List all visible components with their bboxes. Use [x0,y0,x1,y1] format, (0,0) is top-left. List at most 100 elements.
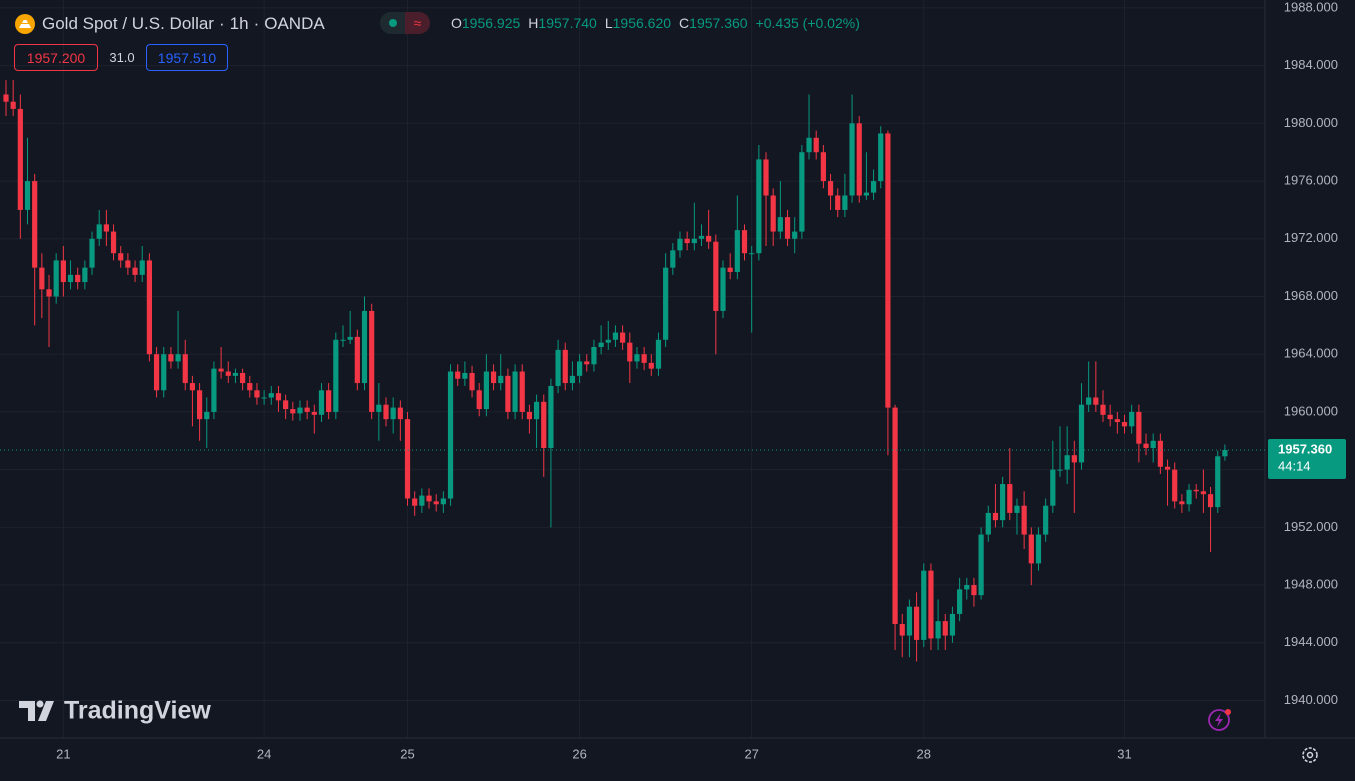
candle-body [347,336,353,340]
buy-box[interactable]: 1957.510 [146,44,228,71]
candle-body [691,238,697,244]
countdown: 44:14 [1278,458,1311,473]
y-tick-label: 1976.000 [1284,173,1338,188]
candle-body [1078,404,1085,463]
candle-body [835,195,841,210]
candle-body [627,342,633,362]
candle-body [756,159,762,254]
candle-body [1000,484,1006,521]
candle-body [218,368,224,372]
candle-body [569,375,576,384]
candle-body [706,235,712,242]
candle-body [562,349,568,384]
symbol-title: Gold Spot / U.S. Dollar · 1h · OANDA [42,14,325,33]
candle-body [132,267,138,275]
candle-body [1007,484,1013,513]
candle-body [60,260,66,283]
candle-body [856,123,862,196]
candle-body [799,152,805,232]
candle-body [1150,440,1156,448]
candle-body [168,354,174,362]
lightning-button[interactable] [1208,709,1231,731]
candle-body [598,342,604,347]
candle-body [118,253,124,261]
candle-body [412,498,418,506]
ohlc-key: C [679,15,690,31]
tradingview-logo: TradingView [19,697,211,725]
candle-body [110,231,117,254]
ohlc-value: 1957.740 [538,15,597,31]
gear-center [1306,751,1314,759]
candle-body [964,585,970,590]
logo-dot [36,700,44,708]
source: OANDA [264,14,325,33]
candle-body [455,371,461,379]
candle-body [211,368,217,412]
candle-body [670,250,676,268]
candle-body [240,372,246,384]
candle-body [440,498,446,505]
candle-body [605,339,611,343]
x-tick-label: 25 [400,746,414,761]
candle-body [39,267,45,290]
candle-body [1136,411,1142,444]
candle-body [196,390,203,420]
candle-body [820,152,826,182]
candle-body [433,501,439,505]
sell-box[interactable]: 1957.200 [14,44,98,71]
ohlc-item: H1957.740 [528,15,597,31]
gear [1302,747,1318,763]
candle-body [32,181,38,268]
logo-mark [19,701,35,721]
candle-body [3,94,9,102]
candle-body [1179,501,1185,505]
candle-body [512,371,518,412]
candle-body [591,346,597,365]
candle-body [648,362,654,369]
candle-body [361,310,368,384]
candle-body [584,361,590,365]
candle-body [663,267,669,340]
ohlc-value: 1956.620 [612,15,672,31]
y-tick-label: 1952.000 [1284,519,1338,534]
candle-body [404,419,411,499]
candle-body [1207,494,1214,508]
candle-body [318,390,325,415]
candle-body [921,570,927,640]
x-tick-label: 26 [572,746,586,761]
candle-body [1043,505,1049,535]
candle-body [397,407,403,420]
y-tick-label: 1980.000 [1284,115,1338,130]
settings-button[interactable] [1302,747,1318,763]
status-pill[interactable]: ≈ [380,12,430,34]
candle-body [1129,411,1135,427]
symbol-name: Gold Spot / U.S. Dollar [42,14,214,33]
ohlc-value: 1956.925 [461,15,521,31]
candle-body [1014,505,1020,513]
candle-body [713,241,719,311]
candle-body [577,361,583,376]
candle-body [333,339,339,412]
change: +0.435 (+0.02%) [755,15,860,31]
candle-body [247,383,253,391]
candle-body [326,390,332,412]
symbol-icon [15,14,35,34]
data-delay: ≈ [405,12,430,34]
interval: 1h [229,14,249,33]
candle-body [899,624,905,636]
candles [0,80,1265,662]
candle-body [784,217,791,239]
candle-body [426,495,432,502]
candle-body [67,274,74,283]
lightning-ring [1208,709,1230,731]
candle-body [139,260,145,275]
ohlc-key: O [451,15,462,31]
candle-body [928,570,934,639]
x-tick-label: 28 [917,746,931,761]
candle-body [526,411,533,420]
candle-body [555,349,561,386]
candle-body [469,372,475,391]
candle-body [354,336,360,384]
candle-body [734,230,740,272]
